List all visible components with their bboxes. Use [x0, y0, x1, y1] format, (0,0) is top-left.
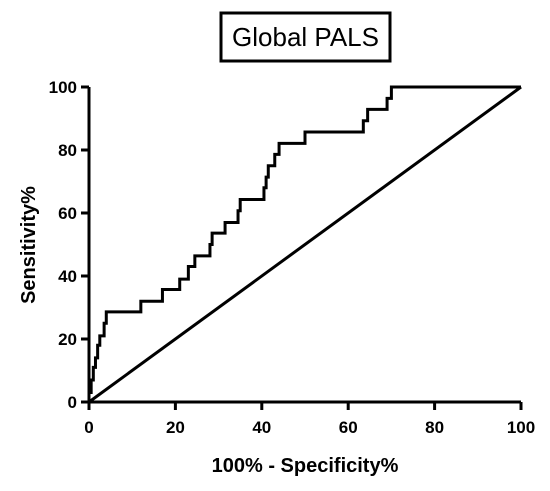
x-tick-label: 0: [84, 418, 93, 437]
y-tick-label: 0: [68, 393, 77, 412]
reference-diagonal-line: [88, 85, 522, 404]
y-tick-label: 40: [58, 267, 77, 286]
roc-curve-line: [87, 85, 521, 402]
y-tick-label: 100: [49, 78, 77, 97]
x-tick-label: 60: [339, 418, 358, 437]
series-layer: [87, 85, 522, 404]
y-ticks: 0 20 40 60 80 100: [49, 78, 89, 412]
x-tick-label: 20: [166, 418, 185, 437]
x-axis-title: 100% - Specificity%: [212, 455, 399, 477]
chart-title: Global PALS: [232, 22, 379, 52]
chart-title-box: Global PALS: [219, 11, 392, 63]
x-ticks: 0 20 40 60 80 100: [84, 402, 535, 437]
y-axis-title: Sensitivity%: [18, 186, 40, 304]
y-tick-label: 60: [58, 204, 77, 223]
y-tick-label: 20: [58, 330, 77, 349]
y-tick-label: 80: [58, 141, 77, 160]
x-tick-label: 80: [425, 418, 444, 437]
x-tick-label: 40: [252, 418, 271, 437]
x-tick-label: 100: [507, 418, 535, 437]
